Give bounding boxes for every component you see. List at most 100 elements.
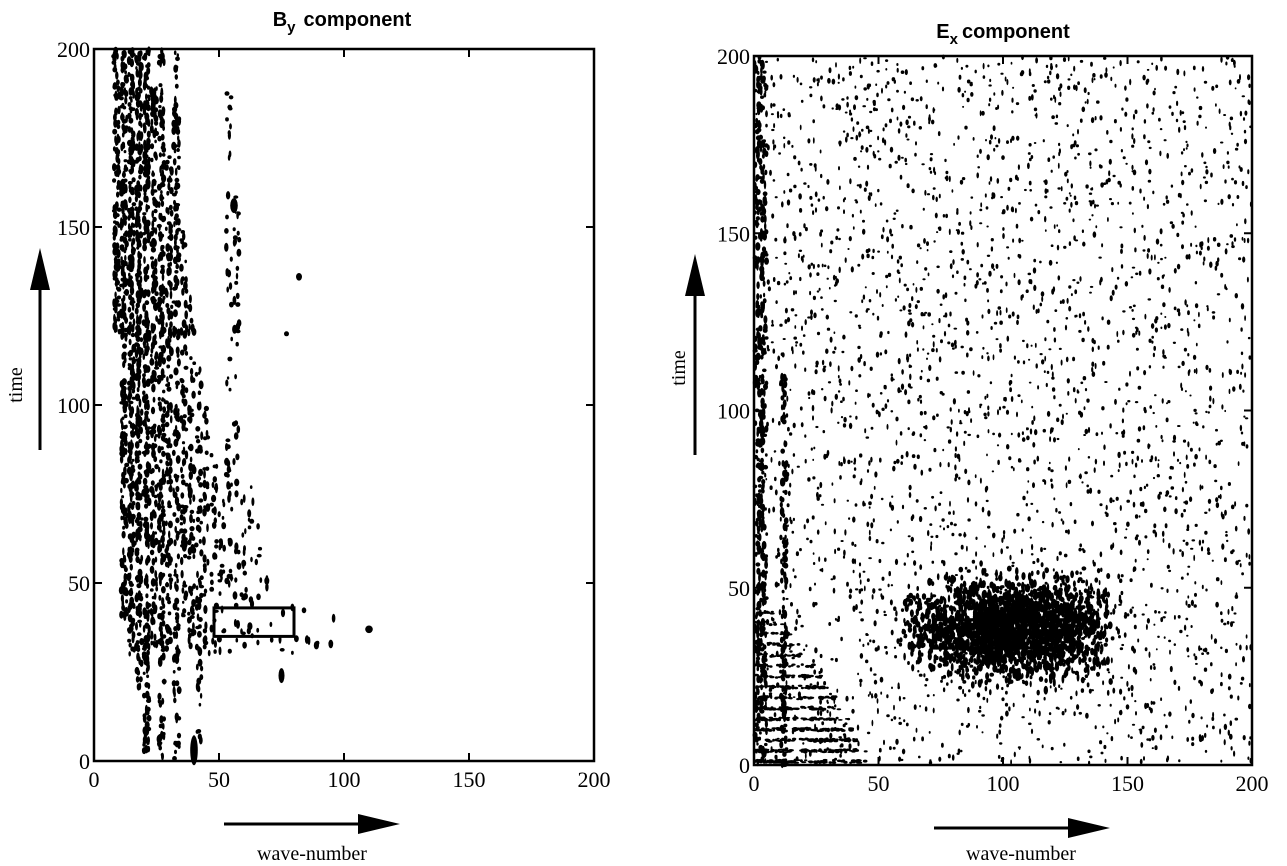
noise-dot xyxy=(966,79,971,84)
contour-ridge xyxy=(224,457,230,466)
noise-dot xyxy=(987,405,990,411)
noise-dot xyxy=(1035,699,1039,704)
noise-dot xyxy=(996,310,999,317)
noise-dot xyxy=(1147,298,1152,301)
noise-dot xyxy=(1018,202,1021,205)
noise-dot xyxy=(988,103,991,107)
noise-dot xyxy=(954,552,958,556)
noise-dot xyxy=(816,709,820,716)
noise-dot xyxy=(1172,341,1176,344)
noise-dot xyxy=(1225,534,1228,537)
contour-ridge xyxy=(135,458,140,463)
noise-dot xyxy=(819,653,823,659)
contour-ridge xyxy=(256,593,261,601)
noise-dot xyxy=(1107,671,1111,674)
contour-ridge xyxy=(120,581,126,590)
contour-ridge xyxy=(181,587,185,594)
noise-dot xyxy=(804,367,807,372)
noise-dot xyxy=(1073,140,1077,146)
noise-dot xyxy=(786,199,791,206)
noise-dot xyxy=(1065,482,1068,489)
noise-dot xyxy=(884,645,888,649)
contour-ridge xyxy=(142,373,146,378)
noise-dot xyxy=(1078,329,1082,333)
noise-dot xyxy=(1032,482,1035,489)
contour-ridge xyxy=(183,283,187,290)
contour-ridge xyxy=(235,637,239,643)
noise-dot xyxy=(1153,345,1156,351)
noise-dot xyxy=(995,144,999,148)
noise-dot xyxy=(907,399,911,405)
contour-ridge xyxy=(157,201,161,209)
noise-dot xyxy=(1187,441,1190,448)
noise-dot xyxy=(807,184,810,189)
noise-dot xyxy=(1088,152,1092,156)
noise-dot xyxy=(1243,238,1246,243)
noise-dot xyxy=(1092,561,1096,567)
noise-dot xyxy=(1160,326,1163,330)
contour-ridge xyxy=(203,411,207,420)
noise-dot xyxy=(930,535,934,538)
noise-dot xyxy=(1062,57,1067,62)
noise-dot xyxy=(1200,546,1204,552)
contour-ridge xyxy=(176,578,179,584)
contour-ridge xyxy=(205,485,210,490)
noise-dot xyxy=(923,425,927,429)
contour-ridge xyxy=(214,553,218,560)
noise-dot xyxy=(869,129,873,133)
noise-dot xyxy=(1211,85,1215,91)
noise-dot xyxy=(978,278,982,281)
noise-dot xyxy=(1012,467,1015,472)
contour-ridge xyxy=(244,528,247,535)
noise-dot xyxy=(1180,512,1184,518)
contour-ridge xyxy=(149,608,153,616)
contour-ridge xyxy=(161,413,166,421)
contour-ridge xyxy=(205,429,209,438)
noise-dot xyxy=(903,90,907,94)
noise-dot xyxy=(869,366,873,371)
contour-ridge xyxy=(132,356,136,364)
noise-dot xyxy=(850,266,854,273)
contour-ridge xyxy=(138,207,141,213)
noise-dot xyxy=(923,410,927,415)
contour-ridge xyxy=(177,333,181,340)
contour-ridge xyxy=(123,178,128,183)
noise-dot xyxy=(1183,471,1186,478)
noise-dot xyxy=(853,467,857,471)
contour-ridge xyxy=(198,380,204,390)
contour-ridge xyxy=(166,469,171,477)
noise-dot xyxy=(1094,116,1097,121)
noise-dot xyxy=(1058,511,1062,514)
contour-ridge xyxy=(134,485,139,492)
noise-dot xyxy=(1229,733,1233,740)
noise-dot xyxy=(1005,307,1008,314)
noise-dot xyxy=(1234,293,1239,299)
noise-dot xyxy=(1124,111,1128,117)
contour-ridge xyxy=(127,306,132,313)
contour-ridge xyxy=(146,497,152,507)
contour-ridge xyxy=(177,135,180,142)
noise-dot xyxy=(1181,179,1185,186)
noise-dot xyxy=(1021,239,1024,242)
contour-ridge xyxy=(158,514,163,522)
noise-dot xyxy=(878,411,881,418)
contour-ridge xyxy=(187,416,191,422)
contour-ridge xyxy=(162,389,166,394)
contour-ridge xyxy=(122,170,126,178)
noise-dot xyxy=(820,75,823,80)
noise-dot xyxy=(930,544,932,552)
noise-dot xyxy=(1196,96,1199,99)
noise-dot xyxy=(1001,155,1005,161)
noise-dot xyxy=(812,601,816,608)
noise-dot xyxy=(926,352,930,355)
contour-ridge xyxy=(115,267,121,272)
contour-ridge xyxy=(123,150,127,154)
noise-dot xyxy=(929,153,934,156)
contour-ridge xyxy=(124,462,130,468)
noise-dot xyxy=(1053,395,1056,400)
noise-dot xyxy=(835,62,837,68)
noise-dot xyxy=(1234,501,1237,507)
noise-dot xyxy=(770,341,774,344)
noise-dot xyxy=(890,584,894,587)
